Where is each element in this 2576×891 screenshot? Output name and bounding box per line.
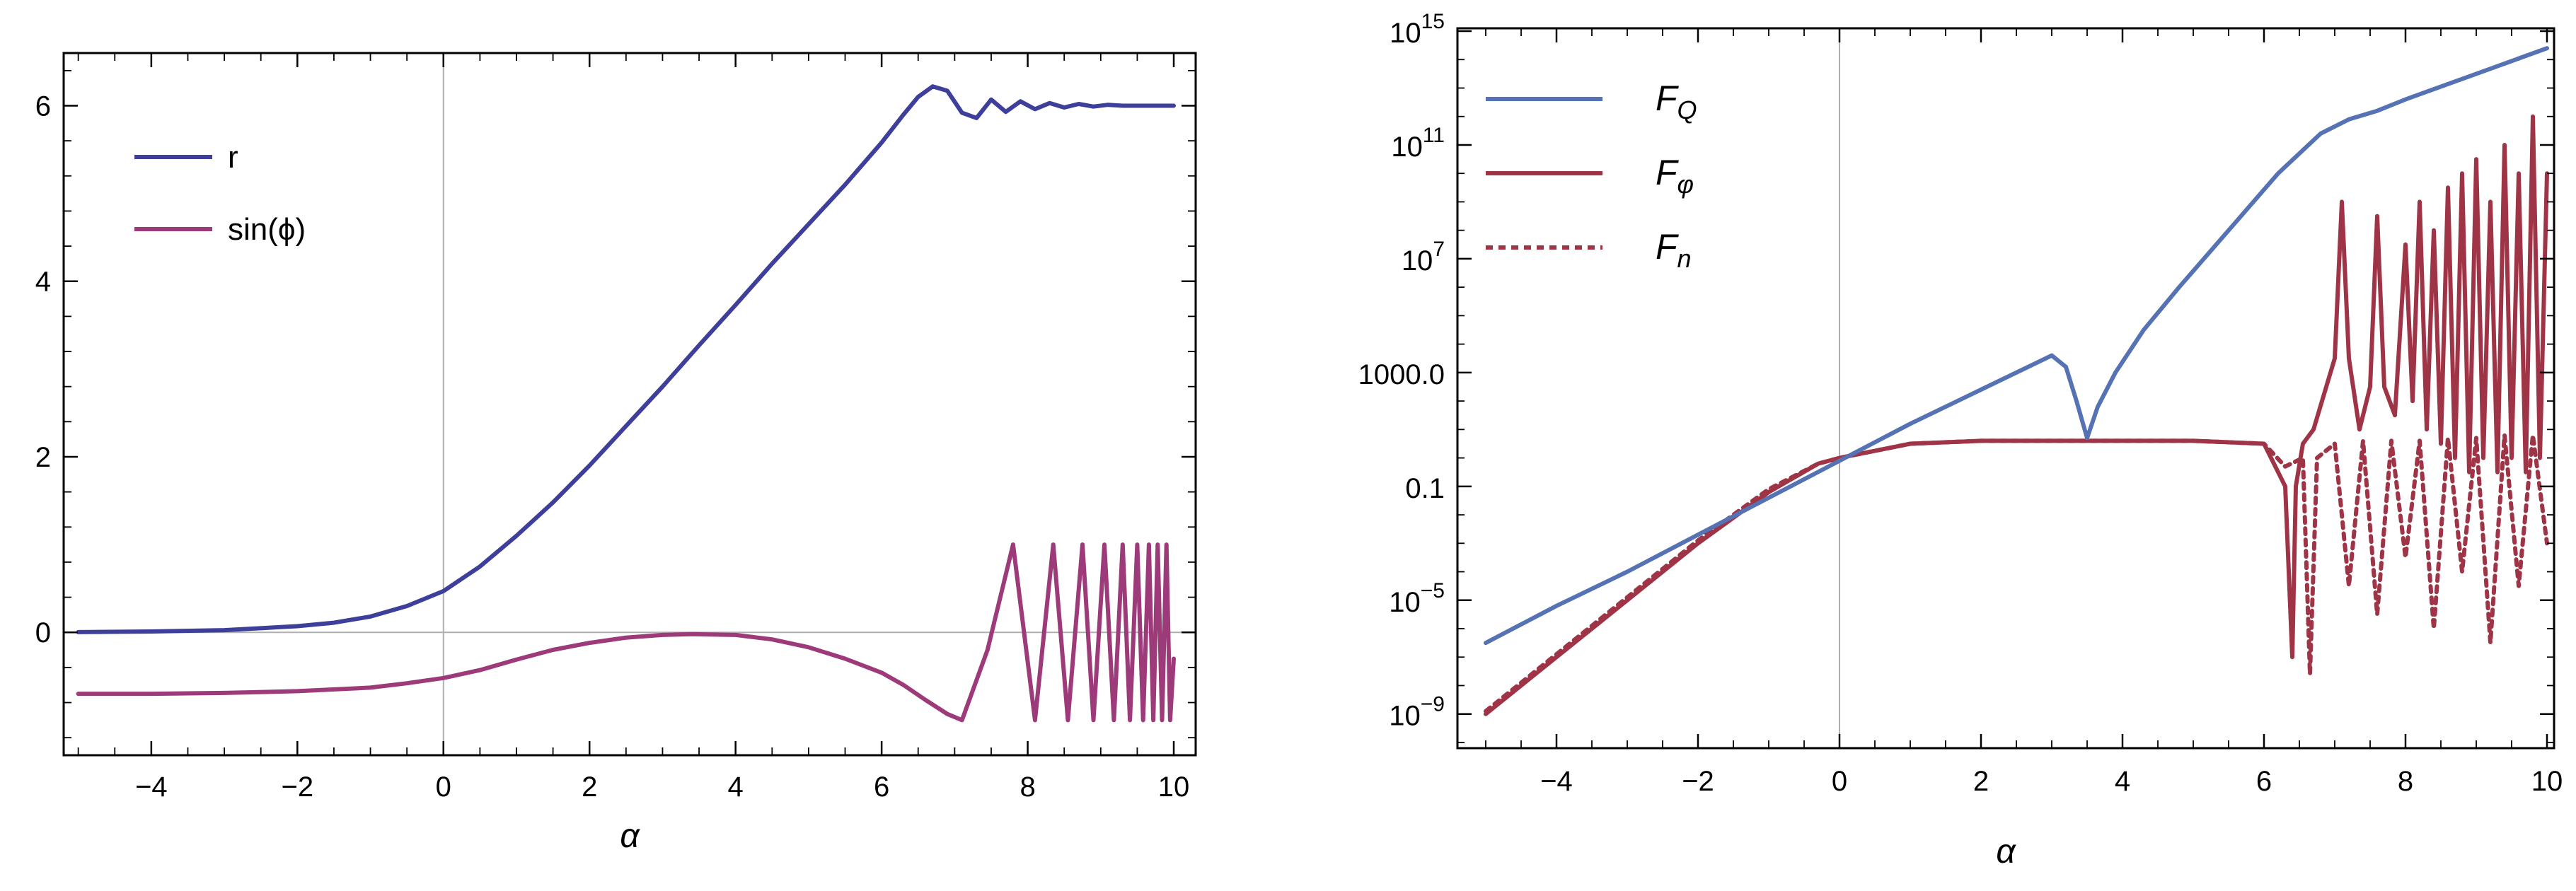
right-chart: −4 −2 0 2 4 6 8 1010−910−50.11000.010710111015 … — [1358, 10, 2563, 870]
left-x-tick-label: 6 — [874, 771, 889, 803]
right-x-tick-label: −2 — [1682, 766, 1714, 797]
right-legend: FQ Fφ Fn — [1486, 78, 1697, 273]
left-y-tick-label: 4 — [35, 267, 51, 298]
right-x-tick-label: 4 — [2115, 766, 2130, 797]
left-x-tick-label: 10 — [1158, 771, 1190, 803]
right-x-tick-label: 10 — [2531, 766, 2563, 797]
left-x-tick-label: −2 — [282, 771, 314, 803]
left-ticks-group: −4 −2 0 2 4 6 8 10 0 2 4 6 — [35, 53, 1196, 803]
left-x-tick-label: 0 — [436, 771, 451, 803]
left-x-axis-label: α — [620, 817, 640, 855]
right-y-tick-label: 1000.0 — [1358, 359, 1445, 390]
right-series-group — [1484, 46, 2549, 716]
legend-label-r: r — [228, 140, 238, 175]
right-y-tick-label: 0.1 — [1405, 473, 1445, 504]
legend-label-f-q: FQ — [1656, 78, 1697, 124]
legend-label-f-phi: Fφ — [1656, 153, 1694, 199]
right-plot-frame — [1456, 27, 2555, 750]
left-x-tick-label: 2 — [582, 771, 597, 803]
left-plot-frame — [62, 52, 1197, 757]
right-y-tick-label: 10−5 — [1389, 579, 1445, 618]
left-y-tick-label: 6 — [35, 91, 51, 122]
left-x-tick-label: 4 — [728, 771, 744, 803]
right-x-tick-label: 8 — [2398, 766, 2413, 797]
left-y-tick-label: 2 — [35, 442, 51, 473]
right-series-line-f-phi — [1484, 114, 2549, 716]
right-ticks-group: −4 −2 0 2 4 6 8 10 10−9 10−5 0.1 1000.0 107 1011 1015 — [1358, 10, 2563, 797]
right-x-axis-label: α — [1996, 833, 2016, 870]
right-series-line-f-n — [1484, 433, 2549, 714]
left-legend: r sin(ϕ) — [134, 140, 306, 247]
right-y-tick-label: 107 — [1402, 238, 1445, 276]
left-x-tick-label: 8 — [1020, 771, 1035, 803]
right-y-tick-label: 1011 — [1391, 124, 1445, 163]
right-series-line-f-q — [1484, 46, 2549, 646]
legend-label-sin-phi: sin(ϕ) — [228, 212, 306, 247]
right-x-tick-label: 2 — [1973, 766, 1989, 797]
left-y-tick-label: 0 — [35, 617, 51, 648]
right-x-tick-label: 0 — [1832, 766, 1847, 797]
left-series-line-r — [76, 84, 1176, 634]
right-y-tick-label: 1015 — [1390, 10, 1445, 49]
left-chart: −4 −2 0 2 4 6 8 10 0 2 4 6 α r sin(ϕ) — [35, 52, 1197, 855]
right-x-tick-label: 6 — [2256, 766, 2272, 797]
left-series-group — [76, 84, 1176, 723]
left-x-tick-label: −4 — [135, 771, 168, 803]
right-y-tick-label: 10−9 — [1389, 693, 1445, 732]
left-series-line-sin-phi — [76, 542, 1176, 723]
right-x-tick-label: −4 — [1540, 766, 1573, 797]
legend-label-f-n: Fn — [1656, 227, 1692, 273]
